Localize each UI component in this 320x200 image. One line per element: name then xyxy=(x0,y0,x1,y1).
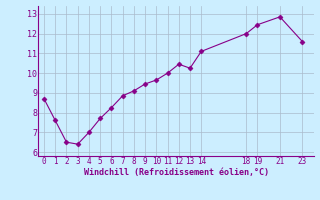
X-axis label: Windchill (Refroidissement éolien,°C): Windchill (Refroidissement éolien,°C) xyxy=(84,168,268,177)
